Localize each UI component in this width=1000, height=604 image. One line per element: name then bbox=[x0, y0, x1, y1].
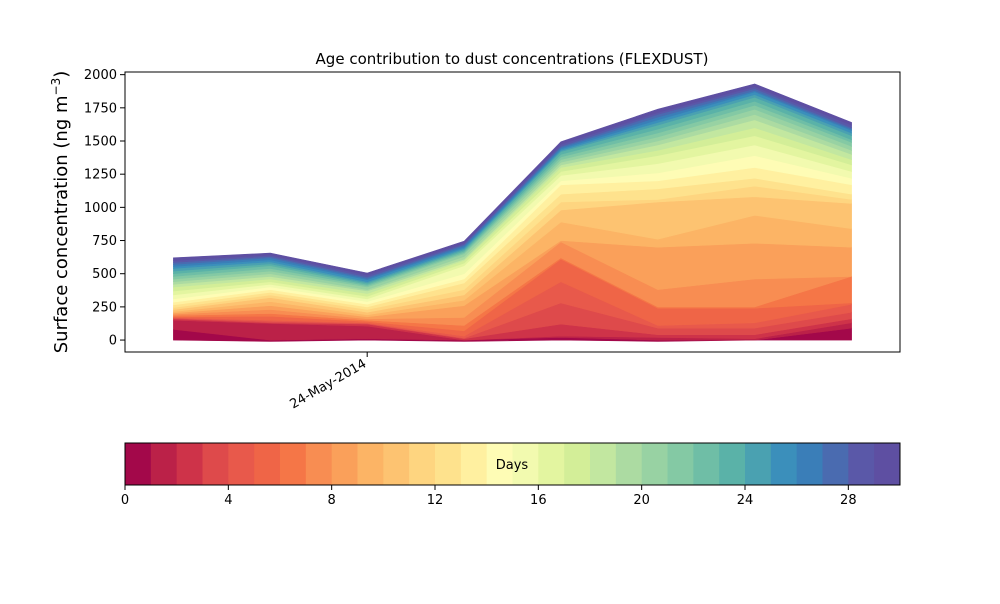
y-tick-label: 1500 bbox=[84, 135, 117, 150]
colorbar-swatch-day-17 bbox=[564, 443, 591, 485]
y-tick-label: 1750 bbox=[84, 101, 117, 116]
colorbar-tick-label: 20 bbox=[633, 493, 650, 508]
colorbar-frame bbox=[124, 442, 901, 486]
colorbar-swatch-day-6 bbox=[280, 443, 307, 485]
colorbar-swatch-day-8 bbox=[331, 443, 358, 485]
y-tick-label: 2000 bbox=[84, 68, 117, 83]
colorbar-swatch-day-5 bbox=[254, 443, 281, 485]
colorbar-tick-label: 16 bbox=[530, 493, 547, 508]
colorbar-tick-label: 4 bbox=[224, 493, 232, 508]
colorbar-swatch-day-13 bbox=[460, 443, 488, 485]
colorbar-ticks: 0 4 8 12 16 20 24 28 bbox=[121, 485, 857, 508]
colorbar-swatch-day-0 bbox=[125, 443, 152, 485]
colorbar-tick-label: 0 bbox=[121, 493, 129, 508]
y-tick-label: 1250 bbox=[84, 168, 117, 183]
y-tick-label: 250 bbox=[92, 300, 117, 315]
colorbar-tick-label: 12 bbox=[427, 493, 444, 508]
chart-title: Age contribution to dust concentrations … bbox=[316, 50, 709, 68]
colorbar-swatch-day-12 bbox=[435, 443, 462, 485]
y-tick-label: 1000 bbox=[84, 201, 117, 216]
colorbar-swatch-day-4 bbox=[228, 443, 255, 485]
x-axis-ticks: 24-May-2014 bbox=[288, 352, 370, 412]
y-tick-label: 500 bbox=[92, 267, 117, 282]
y-axis-label: Surface concentration (ng m−3) bbox=[49, 71, 72, 354]
colorbar-swatch-day-20 bbox=[641, 443, 668, 485]
colorbar bbox=[125, 443, 901, 485]
colorbar-swatch-day-24 bbox=[745, 443, 772, 485]
colorbar-swatch-day-16 bbox=[538, 443, 565, 485]
colorbar-tick-label: 28 bbox=[840, 493, 857, 508]
colorbar-swatch-day-18 bbox=[590, 443, 617, 485]
colorbar-label: Days bbox=[496, 458, 529, 473]
colorbar-swatch-day-7 bbox=[305, 443, 333, 485]
colorbar-swatch-day-10 bbox=[383, 443, 410, 485]
colorbar-swatch-day-29 bbox=[874, 443, 901, 485]
colorbar-swatch-day-2 bbox=[176, 443, 203, 485]
colorbar-swatch-day-26 bbox=[796, 443, 823, 485]
y-tick-label: 750 bbox=[92, 234, 117, 249]
y-axis-ticks: 0 250 500 750 1000 1250 1500 1750 2000 bbox=[84, 68, 125, 349]
colorbar-swatch-day-23 bbox=[719, 443, 746, 485]
colorbar-swatch-day-14 bbox=[486, 443, 513, 485]
colorbar-swatch-day-25 bbox=[770, 443, 798, 485]
area-layers bbox=[173, 83, 852, 342]
colorbar-swatch-day-19 bbox=[615, 443, 643, 485]
colorbar-swatch-day-11 bbox=[409, 443, 436, 485]
area-layer-day-29 bbox=[173, 83, 852, 276]
colorbar-tick-label: 8 bbox=[328, 493, 336, 508]
colorbar-swatch-day-15 bbox=[512, 443, 539, 485]
colorbar-swatch-day-21 bbox=[667, 443, 694, 485]
colorbar-swatch-day-3 bbox=[202, 443, 229, 485]
x-tick-label: 24-May-2014 bbox=[288, 356, 370, 412]
colorbar-swatch-day-9 bbox=[357, 443, 384, 485]
colorbar-swatch-day-28 bbox=[848, 443, 875, 485]
colorbar-swatch-day-1 bbox=[150, 443, 178, 485]
colorbar-swatch-day-22 bbox=[693, 443, 720, 485]
axes-frame bbox=[124, 71, 901, 353]
colorbar-swatch-day-27 bbox=[822, 443, 849, 485]
y-tick-label: 0 bbox=[109, 334, 117, 349]
colorbar-tick-label: 24 bbox=[737, 493, 754, 508]
